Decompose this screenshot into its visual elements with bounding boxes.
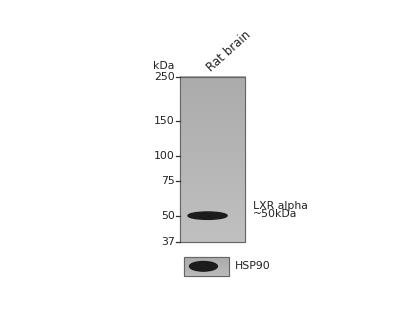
Bar (180, 76, 245, 242)
Bar (184, 257, 229, 276)
Text: 100: 100 (154, 151, 175, 161)
Bar (180, 76, 245, 242)
Text: Rat brain: Rat brain (204, 28, 253, 74)
Bar (184, 257, 229, 276)
Text: 150: 150 (154, 116, 175, 126)
Text: LXR alpha: LXR alpha (253, 201, 308, 211)
Ellipse shape (190, 261, 217, 271)
Text: ~50kDa: ~50kDa (253, 209, 298, 220)
Text: kDa: kDa (153, 60, 175, 70)
Text: 75: 75 (161, 176, 175, 186)
Text: HSP90: HSP90 (235, 261, 270, 271)
Text: 250: 250 (154, 72, 175, 82)
Text: 50: 50 (161, 211, 175, 221)
Ellipse shape (188, 212, 227, 219)
Text: 37: 37 (161, 237, 175, 247)
